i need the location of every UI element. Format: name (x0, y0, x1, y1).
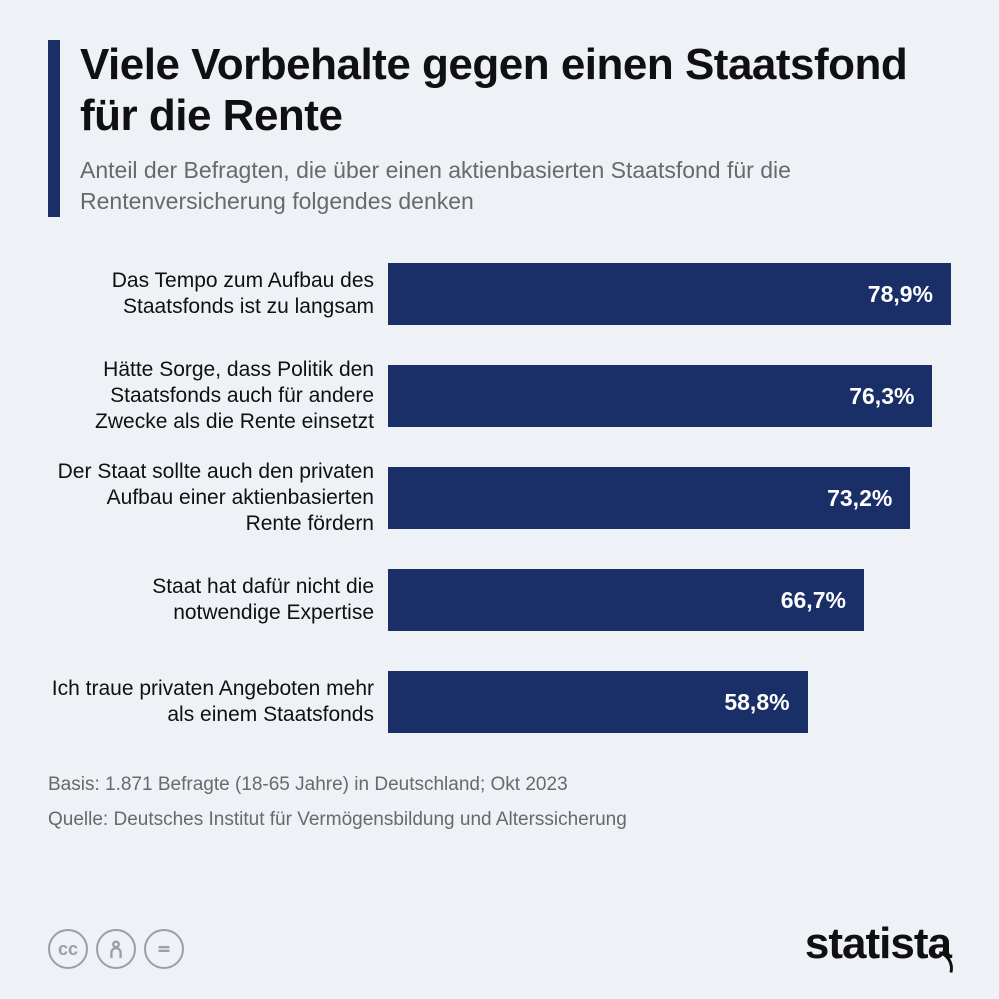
bar-value: 66,7% (781, 587, 846, 614)
bar-value: 73,2% (827, 485, 892, 512)
logo-text: statista (805, 919, 951, 968)
bar-area: 73,2% (388, 467, 951, 529)
chart-row: Das Tempo zum Aufbau des Staatsfonds ist… (48, 255, 951, 333)
bar-value: 78,9% (868, 281, 933, 308)
footer-notes: Basis: 1.871 Befragte (18-65 Jahre) in D… (48, 771, 951, 834)
chart-row: Ich traue privaten Angeboten mehr als ei… (48, 663, 951, 741)
chart-row: Staat hat dafür nicht die notwendige Exp… (48, 561, 951, 639)
bar-label: Das Tempo zum Aufbau des Staatsfonds ist… (48, 268, 388, 321)
bar-chart: Das Tempo zum Aufbau des Staatsfonds ist… (48, 255, 951, 741)
bar: 76,3% (388, 365, 932, 427)
bar: 58,8% (388, 671, 808, 733)
bar-value: 58,8% (724, 689, 789, 716)
statista-logo: statista (805, 919, 951, 969)
chart-row: Hätte Sorge, dass Politik den Staatsfond… (48, 357, 951, 435)
bottom-bar: cc statista (48, 919, 951, 969)
bar-area: 78,9% (388, 263, 951, 325)
chart-row: Der Staat sollte auch den privaten Aufba… (48, 459, 951, 537)
source-text: Quelle: Deutsches Institut für Vermögens… (48, 806, 951, 835)
license-icons: cc (48, 929, 184, 969)
bar-area: 58,8% (388, 671, 951, 733)
chart-title: Viele Vorbehalte gegen einen Staatsfond … (80, 40, 951, 141)
cc-icon: cc (48, 929, 88, 969)
chart-subtitle: Anteil der Befragten, die über einen akt… (80, 155, 951, 217)
bar-value: 76,3% (849, 383, 914, 410)
basis-text: Basis: 1.871 Befragte (18-65 Jahre) in D… (48, 771, 951, 800)
bar-label: Staat hat dafür nicht die notwendige Exp… (48, 574, 388, 627)
header: Viele Vorbehalte gegen einen Staatsfond … (48, 40, 951, 217)
title-block: Viele Vorbehalte gegen einen Staatsfond … (80, 40, 951, 217)
bar-area: 66,7% (388, 569, 951, 631)
bar: 66,7% (388, 569, 864, 631)
bar: 78,9% (388, 263, 951, 325)
by-icon (96, 929, 136, 969)
title-accent-bar (48, 40, 60, 217)
bar-area: 76,3% (388, 365, 951, 427)
bar: 73,2% (388, 467, 910, 529)
bar-label: Ich traue privaten Angeboten mehr als ei… (48, 676, 388, 729)
bar-label: Hätte Sorge, dass Politik den Staatsfond… (48, 357, 388, 436)
bar-label: Der Staat sollte auch den privaten Aufba… (48, 459, 388, 538)
nd-icon (144, 929, 184, 969)
